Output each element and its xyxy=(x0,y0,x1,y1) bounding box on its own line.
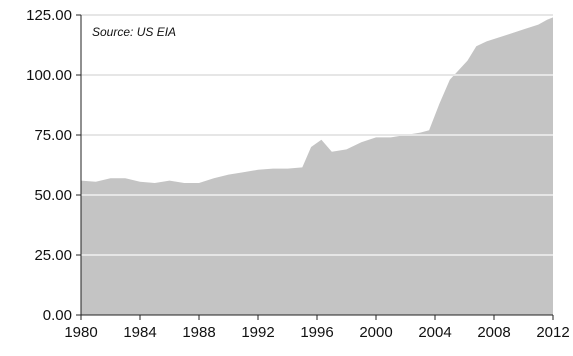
axes xyxy=(76,14,554,320)
y-tick-label: 0.00 xyxy=(43,307,72,324)
y-tick-label: 25.00 xyxy=(34,247,72,264)
gridlines xyxy=(81,14,553,256)
x-tick-label: 1988 xyxy=(182,324,215,341)
y-tick-label: 100.00 xyxy=(26,67,72,84)
x-tick-label: 1980 xyxy=(64,324,97,341)
x-tick-label: 1992 xyxy=(241,324,274,341)
source-annotation: Source: US EIA xyxy=(92,25,176,39)
x-tick-label: 1996 xyxy=(300,324,333,341)
y-tick-label: 75.00 xyxy=(34,127,72,144)
y-tick-label: 125.00 xyxy=(26,7,72,24)
x-tick-label: 2012 xyxy=(536,324,569,341)
x-tick-label: 2004 xyxy=(418,324,451,341)
x-tick-label: 2008 xyxy=(477,324,510,341)
x-tick-label: 1984 xyxy=(123,324,156,341)
y-tick-label: 50.00 xyxy=(34,187,72,204)
area-layer xyxy=(81,17,553,316)
x-tick-label: 2000 xyxy=(359,324,392,341)
area-series-0 xyxy=(81,17,553,316)
